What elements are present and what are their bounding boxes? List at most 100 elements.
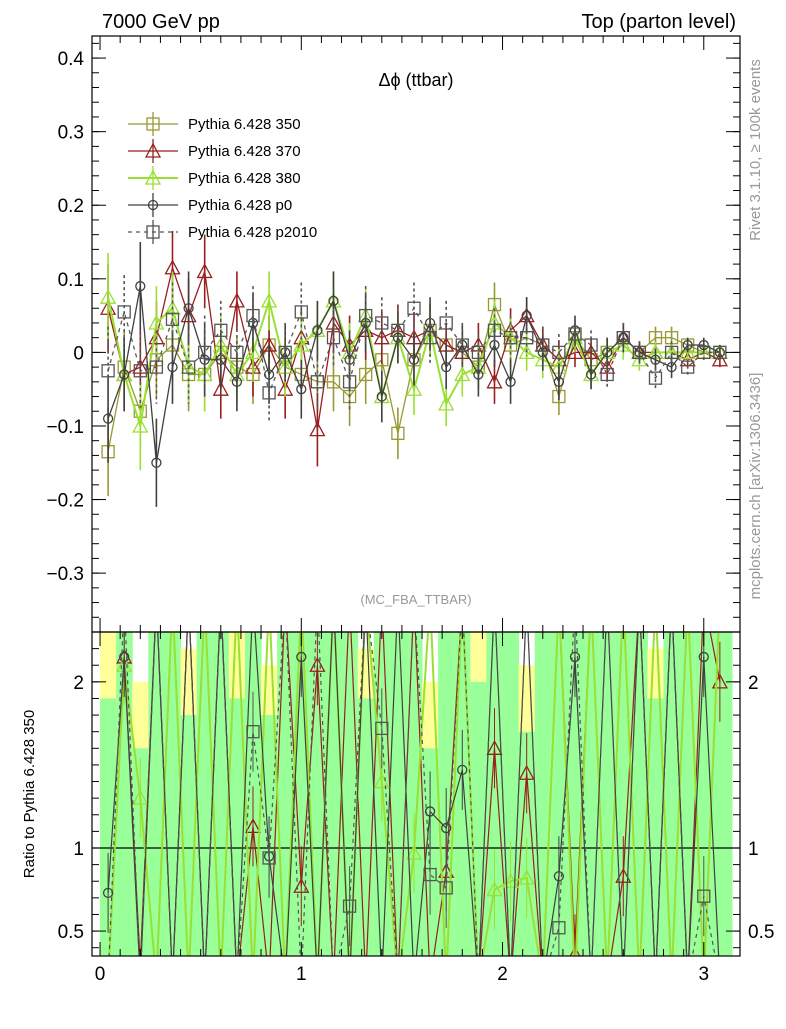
ratio-point — [244, 818, 262, 834]
data-point — [132, 358, 149, 374]
band-inner — [196, 632, 214, 956]
legend-item-s380: Pythia 6.428 380 — [128, 166, 301, 190]
main-ytick-label: −0.3 — [46, 564, 84, 585]
band-inner — [599, 632, 616, 956]
data-point — [698, 339, 709, 351]
ratio-point — [424, 806, 436, 817]
data-point — [244, 344, 262, 360]
ratio-point — [293, 877, 310, 893]
data-point — [133, 364, 147, 378]
data-point — [151, 457, 162, 468]
data-point — [342, 375, 357, 389]
data-point — [423, 331, 437, 345]
ratio-line — [108, 632, 716, 956]
ratio-point — [698, 651, 709, 663]
data-point — [585, 369, 597, 380]
data-point — [119, 369, 130, 380]
ratio-point — [309, 656, 326, 672]
data-point — [711, 351, 728, 367]
data-point — [326, 331, 341, 345]
ratio-ytick-label-right: 2 — [748, 673, 759, 694]
header-left: 7000 GeV pp — [102, 11, 220, 33]
legend-marker — [147, 199, 159, 211]
ratio-point — [518, 764, 535, 780]
data-point — [441, 361, 452, 373]
ratio-point — [486, 739, 503, 755]
data-point — [312, 325, 323, 336]
mcplots-label: mcplots.cern.ch [arXiv:1306.3436] — [747, 373, 764, 600]
data-point — [648, 371, 663, 385]
band-inner — [277, 632, 294, 956]
data-point — [407, 301, 421, 315]
data-point — [261, 292, 278, 308]
data-point — [296, 384, 307, 395]
legend: Pythia 6.428 350 Pythia 6.428 370 Pythia 6… — [128, 112, 317, 244]
data-point — [536, 338, 550, 352]
ratio-point — [375, 721, 389, 736]
ratio-point — [569, 945, 581, 956]
data-point — [602, 347, 613, 358]
main-ytick-label: 0.3 — [58, 123, 84, 144]
data-point — [102, 413, 114, 424]
legend-label: Pythia 6.428 p0 — [188, 197, 292, 214]
band-inner — [405, 632, 423, 956]
data-point — [471, 345, 486, 360]
data-point — [359, 367, 373, 382]
data-point — [408, 354, 420, 365]
data-point — [181, 360, 196, 374]
data-point — [553, 376, 565, 387]
ratio-point — [119, 651, 130, 663]
ratio-point — [132, 789, 149, 805]
data-point — [278, 345, 292, 360]
data-point — [391, 426, 405, 440]
legend-marker — [146, 225, 160, 239]
data-point — [713, 345, 727, 360]
ratio-point — [553, 871, 565, 882]
legend-label: Pythia 6.428 p2010 — [188, 224, 317, 241]
data-point — [391, 323, 405, 337]
ratio-point — [518, 869, 535, 885]
ratio-point — [441, 822, 452, 834]
main-ytick-label: 0.4 — [58, 49, 85, 70]
ratio-point — [457, 764, 468, 776]
band-inner — [631, 632, 648, 956]
data-point — [666, 361, 677, 373]
data-point — [679, 344, 696, 360]
data-point — [100, 288, 117, 304]
data-point — [328, 295, 339, 307]
legend-item-p2010: Pythia 6.428 p2010 — [128, 220, 317, 244]
data-point — [228, 292, 245, 308]
data-point — [293, 336, 310, 352]
main-title: Δϕ (ttbar) — [378, 70, 453, 90]
ratio-xtick-label: 2 — [497, 964, 508, 985]
main-axes: −0.3 −0.2 −0.1 0 0.1 0.2 0.3 0.4 — [46, 36, 740, 633]
ratio-axes: 0.5 0.5 1 1 2 2 0 1 2 3 — [58, 632, 774, 985]
ratio-xtick-label: 0 — [95, 964, 106, 985]
legend-label: Pythia 6.428 350 — [188, 116, 301, 133]
ratio-ytick-label: 2 — [73, 673, 84, 694]
ratio-point — [405, 844, 423, 860]
band-inner — [583, 632, 600, 956]
data-point — [473, 369, 484, 380]
rivet-label: Rivet 3.1.10, ≥ 100k events — [747, 59, 764, 241]
ratio-point — [296, 651, 307, 663]
ratio-point — [569, 651, 581, 663]
data-point — [503, 331, 518, 345]
data-point — [326, 375, 341, 389]
ratio-point — [439, 881, 453, 895]
ratio-series-layer — [92, 632, 740, 956]
ratio-ytick-label: 1 — [73, 839, 84, 860]
main-ytick-label: −0.2 — [46, 491, 84, 512]
main-ytick-label: 0.1 — [58, 270, 84, 291]
data-point — [117, 305, 131, 319]
band-inner — [663, 632, 681, 956]
data-point — [505, 376, 516, 387]
data-point — [664, 345, 679, 360]
band-inner — [711, 632, 733, 956]
data-point — [101, 364, 115, 378]
data-point — [212, 380, 229, 396]
data-point — [552, 345, 566, 360]
ratio-ytick-label-right: 1 — [748, 839, 759, 860]
data-point — [196, 263, 213, 279]
